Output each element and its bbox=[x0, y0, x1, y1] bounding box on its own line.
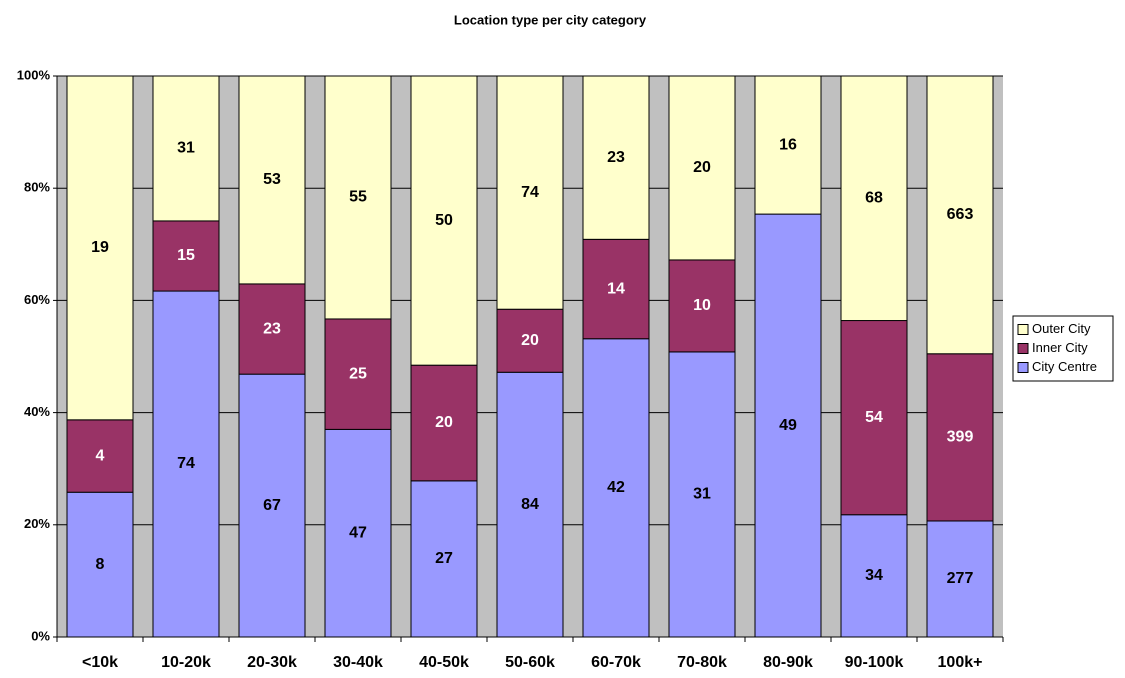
bar-segment bbox=[152, 220, 220, 292]
data-label: 67 bbox=[263, 497, 281, 514]
bar-segment bbox=[324, 318, 392, 430]
bar-segment bbox=[754, 75, 822, 215]
x-tick-label: 70-80k bbox=[677, 654, 727, 671]
data-label: 20 bbox=[693, 159, 711, 176]
data-label: 54 bbox=[865, 409, 883, 426]
y-tick-label: 80% bbox=[24, 180, 50, 195]
legend-label: Outer City bbox=[1032, 321, 1091, 336]
data-label: 47 bbox=[349, 524, 367, 541]
bar-segment bbox=[668, 351, 736, 638]
bar-segment bbox=[926, 75, 994, 355]
data-label: 20 bbox=[521, 332, 539, 349]
bar-segment bbox=[926, 353, 994, 522]
bar-segment bbox=[324, 428, 392, 638]
data-label: 14 bbox=[607, 280, 625, 297]
data-label: 25 bbox=[349, 365, 367, 382]
data-label: 23 bbox=[263, 320, 281, 337]
data-label: 8 bbox=[96, 556, 105, 573]
bar-segment bbox=[840, 320, 908, 516]
legend-swatch bbox=[1017, 362, 1029, 373]
y-tick-label: 100% bbox=[17, 67, 51, 82]
data-label: 20 bbox=[435, 414, 453, 431]
data-label: 53 bbox=[263, 171, 281, 188]
data-label: 277 bbox=[947, 570, 974, 587]
bar-segment bbox=[152, 290, 220, 638]
bar-segment bbox=[582, 238, 650, 340]
bar-segment bbox=[66, 75, 134, 421]
bar-segment bbox=[152, 75, 220, 222]
y-tick-label: 60% bbox=[24, 292, 50, 307]
legend-label: City Centre bbox=[1032, 359, 1097, 374]
bar-segment bbox=[582, 75, 650, 240]
bar-segment bbox=[496, 75, 564, 310]
data-label: 31 bbox=[693, 486, 711, 503]
data-label: 4 bbox=[96, 447, 105, 464]
data-label: 34 bbox=[865, 567, 883, 584]
data-label: 27 bbox=[435, 550, 453, 567]
data-label: 74 bbox=[177, 455, 195, 472]
bar-segment bbox=[496, 308, 564, 373]
bar-segment bbox=[66, 491, 134, 638]
x-tick-label: 30-40k bbox=[333, 654, 383, 671]
data-label: 19 bbox=[91, 239, 109, 256]
y-tick-label: 20% bbox=[24, 516, 50, 531]
legend-box bbox=[1012, 315, 1114, 382]
data-label: 55 bbox=[349, 189, 367, 206]
x-tick-label: 50-60k bbox=[505, 654, 555, 671]
bar-segment bbox=[410, 75, 478, 366]
bar-segment bbox=[410, 364, 478, 482]
bar-segment bbox=[926, 520, 994, 638]
x-tick-label: 90-100k bbox=[845, 654, 904, 671]
bar-segment bbox=[668, 75, 736, 261]
bar-segment bbox=[754, 213, 822, 638]
data-label: 50 bbox=[435, 212, 453, 229]
data-label: 74 bbox=[521, 184, 539, 201]
bar-segment bbox=[668, 259, 736, 353]
bar-segment bbox=[410, 480, 478, 638]
bar-segment bbox=[238, 283, 306, 375]
y-tick-label: 40% bbox=[24, 404, 50, 419]
x-tick-label: 40-50k bbox=[419, 654, 469, 671]
data-label: 84 bbox=[521, 496, 539, 513]
legend-label: Inner City bbox=[1032, 340, 1088, 355]
bar-segment bbox=[66, 419, 134, 493]
data-label: 399 bbox=[947, 429, 974, 446]
data-label: 10 bbox=[693, 297, 711, 314]
legend-swatch bbox=[1017, 324, 1029, 335]
data-label: 31 bbox=[177, 140, 195, 157]
legend-swatch bbox=[1017, 343, 1029, 354]
x-tick-label: 10-20k bbox=[161, 654, 211, 671]
x-tick-label: 80-90k bbox=[763, 654, 813, 671]
data-label: 15 bbox=[177, 247, 195, 264]
x-tick-label: 100k+ bbox=[938, 654, 983, 671]
data-label: 23 bbox=[607, 149, 625, 166]
y-tick-label: 0% bbox=[31, 628, 50, 643]
x-tick-label: <10k bbox=[82, 654, 118, 671]
data-label: 49 bbox=[779, 417, 797, 434]
data-label: 68 bbox=[865, 189, 883, 206]
data-label: 663 bbox=[947, 206, 974, 223]
bar-segment bbox=[238, 75, 306, 285]
data-label: 42 bbox=[607, 479, 625, 496]
x-tick-label: 60-70k bbox=[591, 654, 641, 671]
bar-segment bbox=[324, 75, 392, 320]
data-label: 16 bbox=[779, 136, 797, 153]
chart-title: Location type per city category bbox=[454, 12, 647, 27]
x-tick-label: 20-30k bbox=[247, 654, 297, 671]
bar-segment bbox=[840, 75, 908, 322]
bar-segment bbox=[496, 371, 564, 638]
